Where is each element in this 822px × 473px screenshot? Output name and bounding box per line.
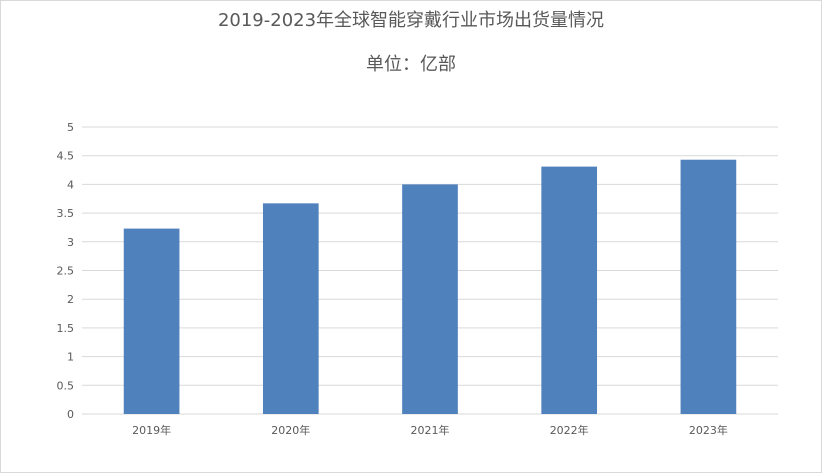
y-tick-label: 2.5 (57, 265, 75, 278)
y-tick-label: 4.5 (57, 150, 75, 163)
y-tick-label: 1 (67, 351, 74, 364)
x-tick-label: 2020年 (271, 423, 310, 437)
bar-2019年 (123, 228, 180, 414)
y-tick-label: 2 (67, 293, 74, 306)
y-tick-label: 0 (67, 408, 74, 421)
x-tick-label: 2023年 (689, 423, 728, 437)
y-tick-label: 3.5 (57, 207, 75, 220)
x-tick-label: 2022年 (550, 423, 589, 437)
y-tick-label: 0.5 (57, 379, 75, 392)
bar-2020年 (262, 203, 319, 414)
bar-2021年 (402, 184, 458, 414)
bar-2023年 (680, 159, 737, 414)
y-tick-label: 3 (67, 236, 74, 249)
bar-2022年 (541, 166, 598, 414)
chart-title: 2019-2023年全球智能穿戴行业市场出货量情况 (217, 10, 605, 31)
y-tick-label: 4 (67, 178, 74, 191)
x-tick-label: 2021年 (411, 423, 450, 437)
y-tick-label: 1.5 (57, 322, 75, 335)
y-tick-label: 5 (67, 121, 74, 134)
chart-subtitle: 单位：亿部 (366, 54, 456, 75)
x-tick-label: 2019年 (132, 423, 171, 437)
